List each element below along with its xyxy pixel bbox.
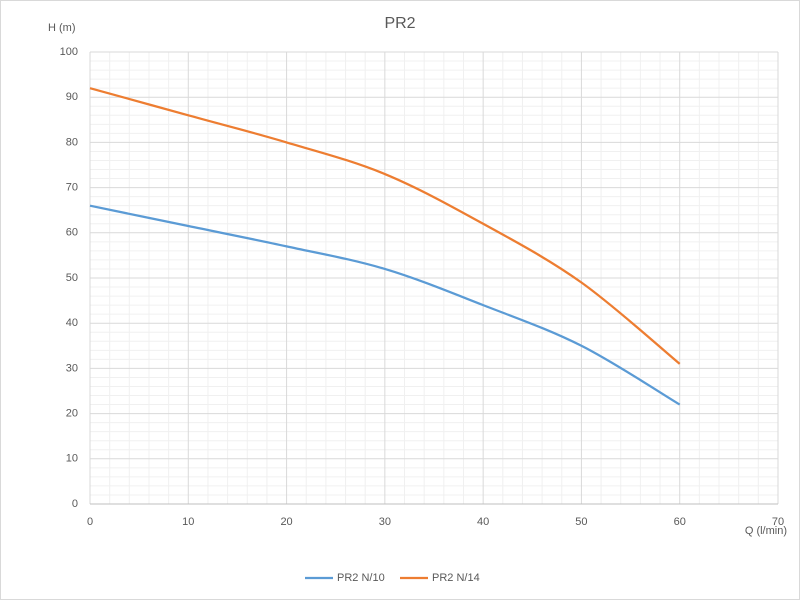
x-tick-label: 0 (87, 516, 93, 528)
legend-label: PR2 N/10 (337, 572, 385, 584)
x-tick-label: 20 (280, 516, 292, 528)
series-line (89, 87, 681, 365)
x-axis-label: Q (l/min) (745, 525, 787, 537)
y-tick-label: 40 (66, 317, 78, 329)
x-tick-label: 10 (182, 516, 194, 528)
y-tick-label: 60 (66, 227, 78, 239)
x-tick-label: 30 (379, 516, 391, 528)
x-tick-label: 40 (477, 516, 489, 528)
y-tick-label: 50 (66, 272, 78, 284)
legend-label: PR2 N/14 (432, 572, 480, 584)
y-tick-label: 70 (66, 182, 78, 194)
y-tick-label: 80 (66, 136, 78, 148)
y-tick-label: 30 (66, 362, 78, 374)
series-line (89, 204, 681, 406)
y-tick-label: 0 (72, 498, 78, 510)
x-tick-label: 50 (575, 516, 587, 528)
x-tick-label: 70 (772, 516, 784, 528)
x-tick-label: 60 (674, 516, 686, 528)
y-tick-label: 20 (66, 408, 78, 420)
y-tick-label: 10 (66, 453, 78, 465)
y-tick-label: 100 (60, 46, 78, 58)
chart-title: PR2 (384, 15, 415, 32)
y-tick-label: 90 (66, 91, 78, 103)
y-axis-label: H (m) (48, 22, 76, 34)
